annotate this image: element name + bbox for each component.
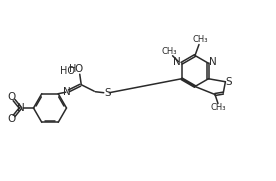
Text: O: O bbox=[7, 92, 16, 102]
Text: CH₃: CH₃ bbox=[161, 47, 177, 56]
Text: S: S bbox=[225, 77, 232, 87]
Text: N: N bbox=[63, 87, 71, 97]
Text: H: H bbox=[69, 64, 76, 74]
Text: O: O bbox=[74, 64, 82, 74]
Text: N: N bbox=[173, 57, 181, 68]
Text: N: N bbox=[209, 57, 217, 68]
Text: S: S bbox=[104, 88, 111, 98]
Text: N: N bbox=[17, 103, 24, 113]
Text: HO: HO bbox=[60, 66, 75, 76]
Text: CH₃: CH₃ bbox=[211, 103, 226, 112]
Text: O: O bbox=[7, 115, 16, 125]
Text: CH₃: CH₃ bbox=[192, 35, 208, 44]
